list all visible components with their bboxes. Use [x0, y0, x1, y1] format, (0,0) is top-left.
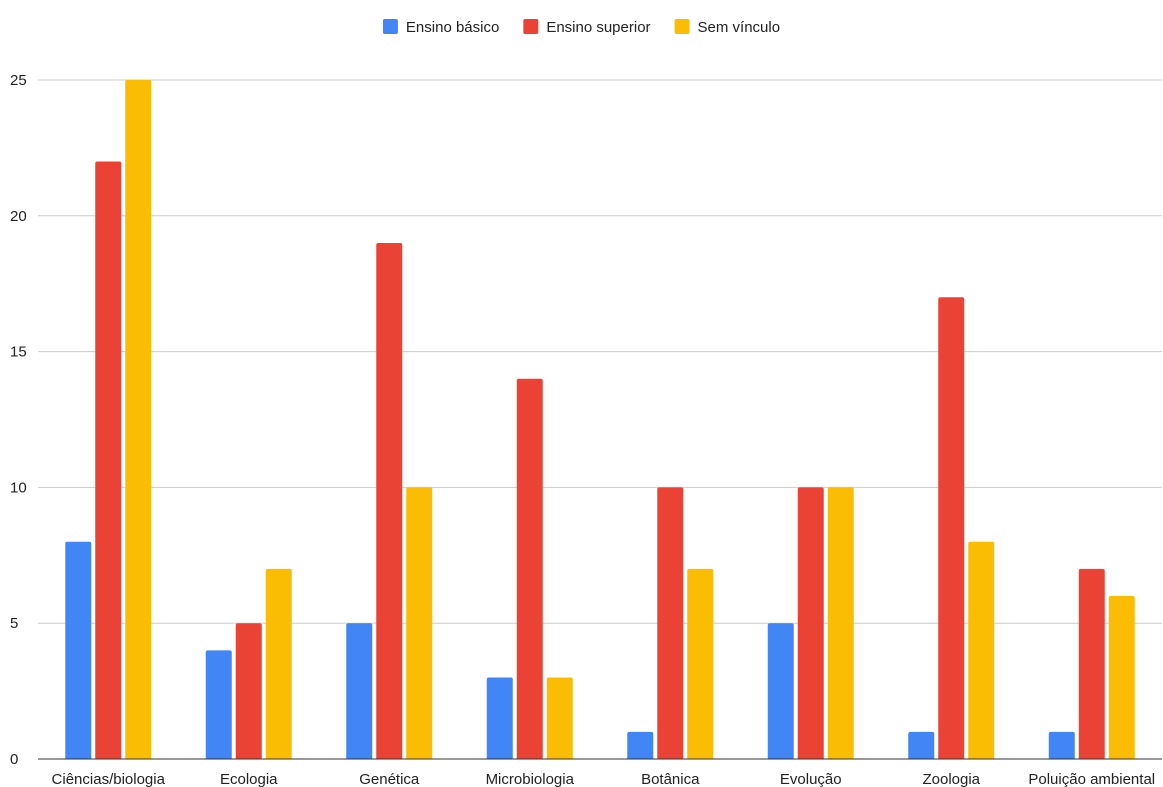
- legend-label: Sem vínculo: [698, 19, 781, 36]
- x-category-label: Evolução: [780, 771, 842, 787]
- bar-ensino-básico-2: [346, 623, 373, 759]
- bar-sem-vínculo-3: [546, 677, 573, 759]
- bar-sem-vínculo-7: [1108, 596, 1135, 759]
- legend: Ensino básico Ensino superior Sem vínculo: [382, 19, 781, 36]
- y-tick-label: 5: [10, 615, 18, 632]
- bar-sem-vínculo-0: [125, 80, 152, 759]
- y-tick-label: 20: [10, 208, 27, 225]
- bar-ensino-superior-0: [95, 161, 122, 760]
- legend-label: Ensino superior: [546, 19, 650, 36]
- bar-sem-vínculo-6: [968, 541, 995, 759]
- y-tick-label: 0: [10, 751, 18, 768]
- y-axis-ticks: 0 5 10 15 20 25: [10, 72, 27, 768]
- x-category-label: Poluição ambiental: [1028, 771, 1155, 787]
- y-tick-label: 15: [10, 344, 27, 361]
- x-category-label: Ecologia: [220, 771, 278, 787]
- bar-ensino-básico-7: [1048, 731, 1075, 759]
- bar-ensino-básico-0: [65, 541, 92, 759]
- bar-ensino-básico-6: [908, 731, 935, 759]
- x-axis-labels: Ciências/biologia Ecologia Genética Microbi…: [52, 771, 1156, 787]
- x-category-label: Microbiologia: [486, 771, 575, 787]
- bar-ensino-superior-7: [1078, 568, 1105, 759]
- bar-sem-vínculo-1: [265, 568, 292, 759]
- legend-swatch: [382, 19, 398, 34]
- x-category-label: Zoologia: [922, 771, 980, 787]
- bar-ensino-superior-6: [938, 297, 965, 759]
- gridlines: [38, 79, 1162, 624]
- bar-ensino-superior-5: [797, 487, 824, 759]
- bar-ensino-superior-3: [516, 378, 543, 759]
- x-category-label: Botânica: [641, 771, 700, 787]
- bar-ensino-básico-5: [767, 623, 794, 759]
- bar-ensino-básico-3: [486, 677, 513, 759]
- x-category-label: Genética: [359, 771, 420, 787]
- legend-swatch: [523, 19, 539, 34]
- y-tick-label: 25: [10, 72, 27, 89]
- bar-ensino-superior-1: [235, 623, 262, 759]
- bar-ensino-básico-4: [627, 731, 654, 759]
- legend-label: Ensino básico: [406, 19, 499, 36]
- bar-sem-vínculo-4: [687, 568, 714, 759]
- bar-ensino-superior-2: [376, 242, 403, 759]
- bar-ensino-superior-4: [657, 487, 684, 759]
- x-category-label: Ciências/biologia: [52, 771, 166, 787]
- legend-swatch: [674, 19, 690, 34]
- bar-sem-vínculo-2: [406, 487, 433, 759]
- bar-ensino-básico-1: [205, 650, 232, 759]
- bar-sem-vínculo-5: [827, 487, 854, 759]
- bars: [65, 80, 1135, 760]
- y-tick-label: 10: [10, 479, 27, 496]
